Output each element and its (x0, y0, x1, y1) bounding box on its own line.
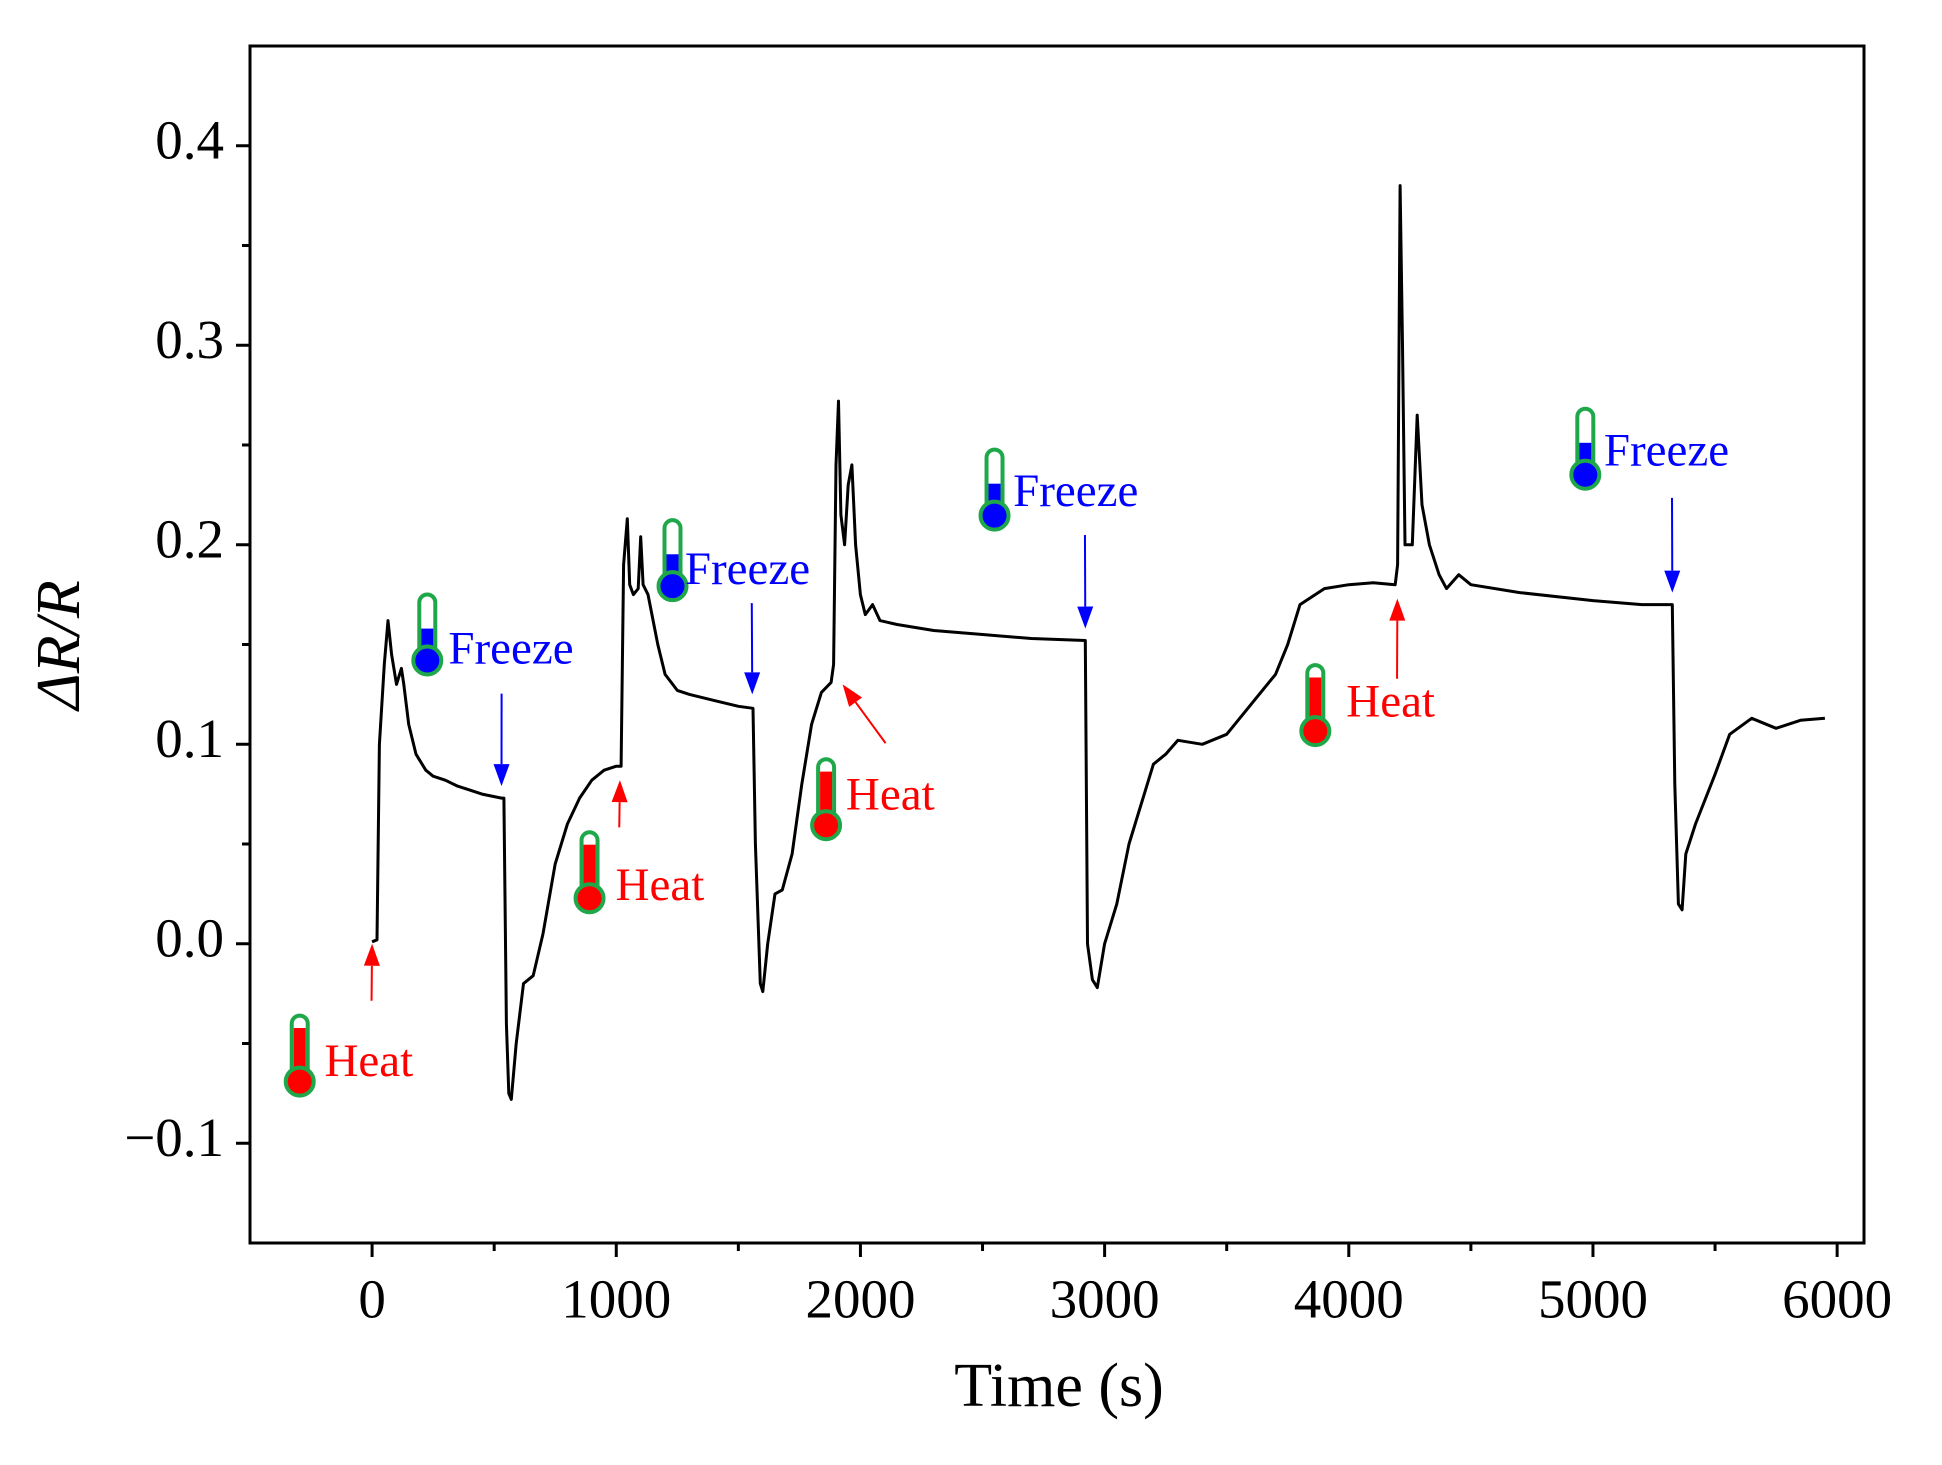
y-tick-label: 0.0 (155, 907, 224, 968)
x-tick-label: 2000 (805, 1269, 915, 1330)
thermo-bulb (978, 499, 1011, 532)
y-tick-label: 0.4 (155, 109, 224, 170)
arrow-head (611, 780, 628, 803)
x-tick-label: 0 (358, 1269, 386, 1330)
annotation-text: Freeze (1604, 424, 1729, 476)
y-tick-label: 0.3 (155, 309, 224, 370)
arrow-head (1664, 570, 1681, 593)
arrow-head (1077, 606, 1094, 629)
x-tick-label: 3000 (1050, 1269, 1160, 1330)
annotation: Freeze (978, 447, 1138, 629)
x-tick-label: 6000 (1782, 1269, 1892, 1330)
thermo-bulb (411, 644, 444, 677)
thermo-fill (820, 771, 833, 822)
thermo-fill (583, 844, 596, 895)
x-axis-label: Time (s) (954, 1352, 1164, 1420)
y-axis-label: ΔR/R (25, 580, 93, 712)
arrow-head (842, 684, 863, 707)
arrow-head (363, 943, 380, 966)
thermo-bulb (1569, 458, 1602, 491)
annotation: Heat (283, 943, 413, 1098)
annotation-text: Freeze (1013, 465, 1138, 517)
annotation-text: Freeze (448, 622, 573, 674)
annotation-text: Heat (1346, 676, 1435, 728)
annotation: Freeze (411, 592, 574, 787)
y-tick-label: 0.1 (155, 708, 224, 769)
thermo-bulb (810, 809, 843, 842)
arrow-head (1389, 598, 1406, 621)
annotation: Freeze (656, 518, 810, 695)
thermo-bulb (573, 882, 606, 915)
x-tick-label: 5000 (1538, 1269, 1648, 1330)
thermo-fill (293, 1027, 306, 1078)
annotation: Freeze (1569, 406, 1729, 593)
annotation-text: Heat (324, 1035, 413, 1087)
annotation-text: Freeze (685, 543, 810, 595)
thermo-bulb (1299, 715, 1332, 748)
annotation-text: Heat (846, 769, 935, 821)
x-tick-label: 1000 (561, 1269, 671, 1330)
thermo-bulb (656, 570, 689, 603)
annotation: Heat (810, 684, 935, 842)
y-tick-label: −0.1 (124, 1107, 224, 1168)
arrow-shaft (854, 701, 887, 744)
annotation: Heat (1299, 598, 1435, 748)
arrow-head (493, 764, 510, 787)
thermo-bulb (283, 1065, 316, 1098)
arrow-head (744, 672, 761, 695)
thermo-fill (1309, 677, 1322, 728)
x-tick-label: 4000 (1294, 1269, 1404, 1330)
annotation: Heat (573, 780, 705, 915)
data-line (371, 184, 1826, 1101)
y-tick-label: 0.2 (155, 508, 224, 569)
annotation-text: Heat (616, 859, 705, 911)
